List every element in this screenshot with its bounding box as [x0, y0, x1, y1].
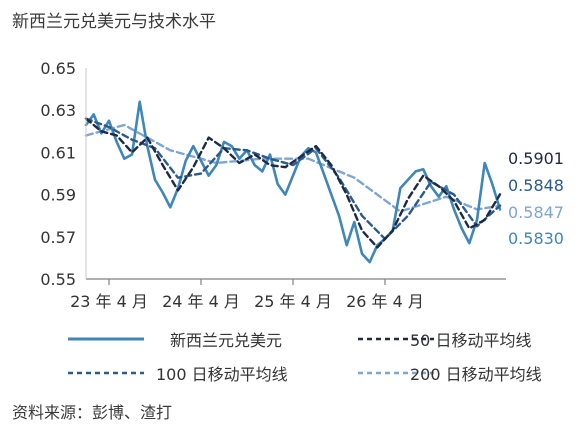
end-value-label: 0.5830	[508, 229, 564, 248]
x-axis: 23 年 4 月 24 年 4 月 25 年 4 月 26 年 4 月	[70, 279, 424, 311]
legend: 新西兰元兑美元 50 日移动平均线 100 日移动平均线 200 日移动平均线	[68, 331, 542, 384]
end-value-label: 0.5847	[508, 203, 564, 222]
end-value-label: 0.5901	[508, 149, 564, 168]
y-tick-label: 0.63	[40, 101, 76, 120]
x-tick-label: 23 年 4 月	[70, 292, 148, 311]
series-line-ma100	[84, 117, 502, 241]
series-layer	[84, 100, 502, 264]
chart-title: 新西兰元兑美元与技术水平	[12, 12, 216, 32]
y-tick-label: 0.61	[40, 143, 76, 162]
legend-label-ma50: 50 日移动平均线	[410, 331, 531, 350]
end-value-label: 0.5848	[508, 176, 564, 195]
end-labels: 0.5901 0.5848 0.5847 0.5830	[508, 149, 564, 248]
legend-label-ma200: 200 日移动平均线	[410, 365, 542, 384]
x-tick-label: 26 年 4 月	[346, 292, 424, 311]
y-axis: 0.65 0.63 0.61 0.59 0.57 0.55	[40, 59, 76, 289]
source-note: 资料来源：彭博、渣打	[12, 403, 172, 422]
series-line-ma200	[84, 123, 502, 213]
y-tick-label: 0.65	[40, 59, 76, 78]
y-tick-label: 0.59	[40, 186, 76, 205]
legend-label-ma100: 100 日移动平均线	[156, 365, 288, 384]
x-tick-label: 24 年 4 月	[162, 292, 240, 311]
series-line-ma50	[84, 117, 502, 249]
series-line-spot	[84, 100, 502, 264]
y-tick-label: 0.57	[40, 228, 76, 247]
x-tick-label: 25 年 4 月	[254, 292, 332, 311]
y-tick-label: 0.55	[40, 270, 76, 289]
legend-label-spot: 新西兰元兑美元	[170, 331, 282, 350]
